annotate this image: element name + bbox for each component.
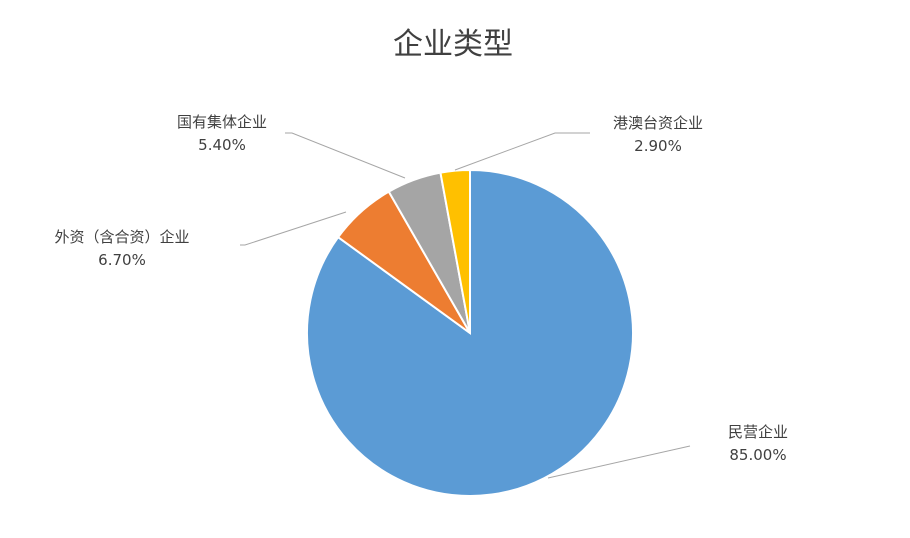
data-label-2: 国有集体企业 — [177, 113, 267, 131]
leader-line-2 — [285, 132, 406, 179]
leader-line-0 — [547, 445, 691, 479]
data-value-2: 5.40% — [198, 136, 246, 154]
leader-line-1 — [240, 211, 347, 246]
data-label-3: 港澳台资企业 — [613, 114, 703, 132]
chart-title: 企业类型 — [393, 27, 513, 62]
data-label-1: 外资（含合资）企业 — [54, 228, 189, 246]
data-value-1: 6.70% — [98, 251, 146, 269]
pie-slice-3 — [439, 168, 471, 334]
leader-line-3 — [454, 132, 590, 171]
data-label-0: 民营企业 — [728, 423, 788, 441]
data-value-0: 85.00% — [729, 446, 786, 464]
data-value-3: 2.90% — [634, 137, 682, 155]
